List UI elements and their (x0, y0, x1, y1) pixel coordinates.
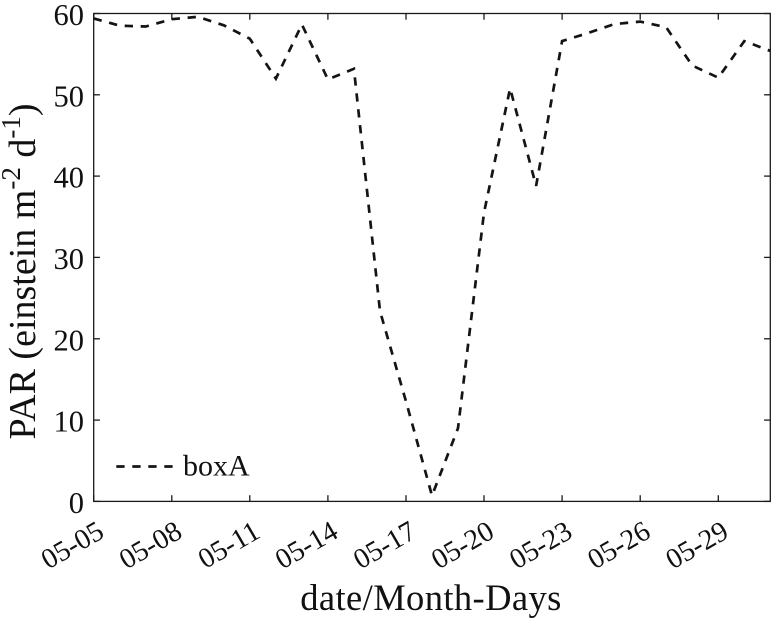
svg-text:date/Month-Days: date/Month-Days (300, 577, 561, 618)
svg-text:0: 0 (69, 486, 84, 520)
svg-text:30: 30 (54, 242, 85, 276)
svg-text:boxA: boxA (183, 450, 250, 483)
svg-text:20: 20 (54, 323, 85, 357)
svg-text:60: 60 (54, 0, 85, 32)
svg-text:10: 10 (54, 405, 85, 439)
svg-text:40: 40 (54, 161, 85, 195)
svg-text:PAR (einstein m-2 d-1): PAR (einstein m-2 d-1) (0, 104, 44, 440)
svg-text:50: 50 (54, 79, 85, 113)
